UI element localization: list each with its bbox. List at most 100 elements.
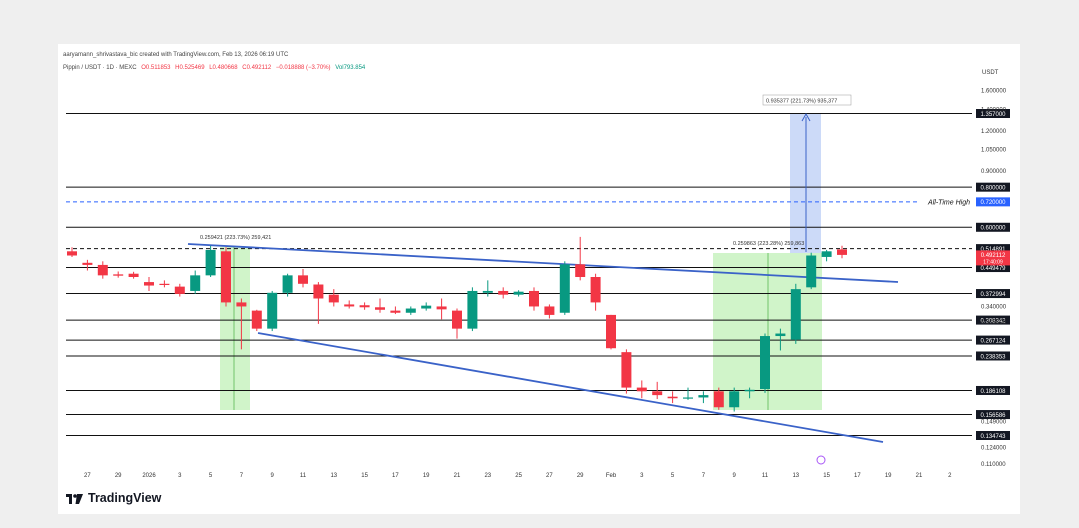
candle-body	[806, 255, 817, 288]
x-tick-label: 11	[300, 473, 307, 479]
candle-body	[683, 397, 693, 399]
close-value: C0.492112	[242, 65, 272, 71]
candle-body	[729, 391, 740, 408]
y-tick-label: 1.600000	[981, 89, 1007, 95]
y-tick-label: 0.110000	[981, 462, 1006, 468]
countdown-label: 17:40:09	[983, 259, 1003, 265]
x-tick-label: 29	[577, 473, 584, 479]
x-tick-label: 19	[423, 473, 430, 479]
x-tick-label: 23	[484, 473, 491, 479]
candle-body	[713, 391, 724, 408]
level-price-tag	[976, 315, 1010, 325]
symbol-label: Pippin / USDT · 1D · MEXC	[63, 65, 137, 71]
change-value: −0.018888 (−3.70%)	[275, 65, 331, 71]
last-price-label: 0.492112	[981, 253, 1006, 259]
x-tick-label: 2026	[142, 473, 156, 479]
level-price-label: 0.186108	[980, 389, 1006, 395]
candle-body	[144, 282, 154, 286]
candle-body	[82, 262, 93, 265]
candle-body	[775, 333, 786, 337]
candle-body	[298, 275, 308, 284]
x-tick-label: 11	[762, 473, 769, 479]
x-tick-label: 5	[209, 473, 213, 479]
volume-value: Vol793.854	[335, 65, 366, 71]
level-price-label: 0.372994	[980, 292, 1006, 298]
x-tick-label: 27	[84, 473, 91, 479]
level-price-label: 0.514891	[980, 247, 1006, 253]
annotation-label: 0.935377 (221.73%) 935,377	[766, 99, 837, 105]
candle-body	[482, 290, 493, 293]
annotation-label: 0.259421 (223.73%) 259,421	[200, 235, 271, 241]
level-price-tag	[976, 351, 1010, 361]
level-price-tag	[976, 182, 1010, 192]
candle-body	[113, 274, 124, 276]
x-tick-label: 13	[792, 473, 799, 479]
lower-trendline	[257, 332, 884, 443]
annotation-label: 0.259863 (223.28%) 259,863	[733, 241, 804, 247]
x-tick-label: 15	[361, 473, 368, 479]
y-tick-label: 1.400000	[981, 107, 1007, 113]
y-tick-label: 0.340000	[981, 305, 1007, 311]
event-marker-icon	[816, 455, 826, 465]
level-price-label: 0.449479	[980, 266, 1006, 272]
x-tick-label: 17	[854, 473, 861, 479]
candle-body	[359, 305, 370, 308]
candle-body	[421, 305, 432, 309]
level-price-label: 0.800000	[980, 185, 1006, 191]
candle-body	[513, 291, 524, 295]
candle-body	[375, 307, 385, 310]
x-tick-label: 3	[640, 473, 644, 479]
level-price-label: 0.308342	[980, 318, 1006, 324]
candle-body	[837, 249, 847, 255]
candle-body	[590, 277, 601, 303]
candle-body	[667, 396, 678, 399]
candle-body	[744, 389, 755, 392]
x-tick-label: Feb	[606, 473, 617, 479]
candle-body	[313, 284, 324, 299]
candle-body	[790, 289, 801, 340]
candle-body	[282, 275, 293, 293]
candle-body	[621, 352, 632, 388]
candle-body	[821, 251, 832, 257]
level-price-tag	[976, 109, 1010, 118]
x-tick-label: 25	[515, 473, 522, 479]
level-price-label: 0.156586	[980, 413, 1006, 419]
currency-label: USDT	[982, 70, 999, 76]
open-value: O0.511853	[141, 65, 171, 71]
x-tick-label: 15	[823, 473, 830, 479]
x-tick-label: 17	[392, 473, 399, 479]
low-value: L0.480668	[209, 65, 238, 71]
upper-trendline	[187, 243, 899, 283]
level-price-tag	[976, 222, 1010, 232]
level-price-tag	[976, 385, 1010, 395]
level-price-label: 0.267124	[980, 338, 1006, 344]
y-tick-label: 0.124000	[981, 445, 1007, 451]
x-tick-label: 3	[178, 473, 182, 479]
y-tick-label: 0.305000	[981, 320, 1007, 326]
candle-body	[236, 302, 247, 307]
candle-body	[436, 306, 447, 310]
level-price-tag	[976, 244, 1010, 254]
level-price-tag	[976, 289, 1010, 299]
candle-body	[452, 310, 462, 329]
y-tick-label: 1.200000	[981, 129, 1007, 135]
ath-price-tag	[976, 197, 1010, 207]
candle-body	[575, 264, 586, 278]
candle-body	[251, 310, 262, 329]
level-price-tag	[976, 431, 1010, 440]
candle-body	[498, 290, 509, 295]
x-tick-label: 7	[240, 473, 244, 479]
x-tick-label: 5	[671, 473, 675, 479]
candle-body	[405, 308, 416, 313]
x-tick-label: 7	[702, 473, 706, 479]
annotation-box	[762, 94, 852, 106]
candle-body	[467, 290, 478, 329]
candle-body	[344, 304, 355, 307]
candle-body	[544, 306, 555, 315]
candle-body	[190, 275, 201, 291]
y-tick-label: 1.050000	[981, 147, 1007, 153]
candle-body	[67, 251, 77, 256]
x-tick-label: 21	[916, 473, 923, 479]
level-price-tag	[976, 335, 1010, 345]
